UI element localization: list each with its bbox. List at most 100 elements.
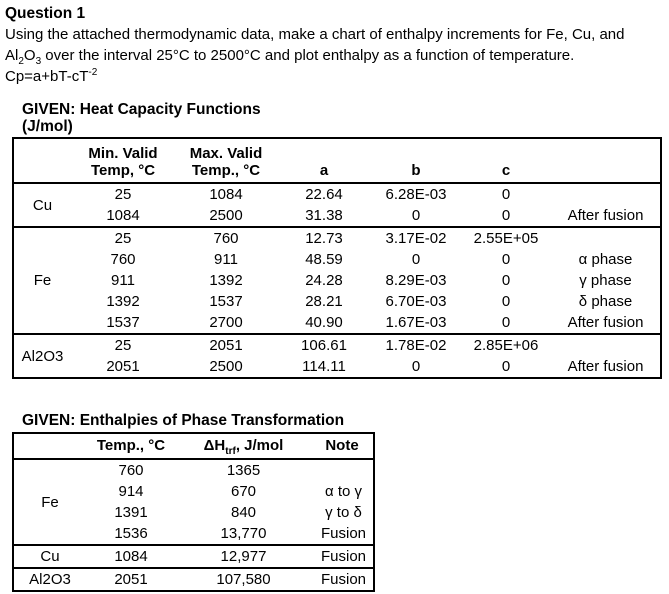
pt-header-temp: Temp., °C (96, 436, 166, 454)
hc-header-max-line1: Max. Valid (189, 145, 263, 162)
pt-cell-note: Fusion (320, 548, 367, 565)
hc-header-material (13, 138, 71, 183)
pt-cell-temp: 2051 (114, 571, 148, 588)
cp-formula-base: Cp=a+bT-cT (5, 68, 89, 85)
table-row: Al2O3 2051 107,580 Fusion (13, 568, 374, 591)
hc-cell-max: 760 (213, 230, 239, 247)
pt-header-dh-post: , J/mol (235, 436, 284, 454)
pt-cell-note (311, 459, 374, 481)
table-row: Fe 25 760 12.73 3.17E-02 2.55E+05 (13, 227, 661, 289)
pt-cell-note: Fusion (320, 571, 367, 588)
table-row: Al2O3 25 2051 106.61 1.78E-02 2.85E+06 (13, 334, 661, 365)
pt-cell-dh: 670 (230, 483, 257, 500)
pt-cell-dh: 12,977 (220, 548, 267, 565)
hc-cell-note: After fusion (567, 207, 644, 224)
hc-cell-note (551, 227, 661, 249)
hc-material-label: Cu (32, 196, 53, 214)
hc-group-fe: Fe 25 760 12.73 3.17E-02 2.55E+05 760 91… (13, 227, 661, 334)
hc-cell-b: 0 (411, 251, 421, 268)
pt-cell-note: Fusion (320, 525, 367, 542)
hc-cell-a: 114.11 (302, 358, 346, 375)
hc-cell-a: 28.21 (305, 293, 343, 310)
pt-cell-dh: 107,580 (216, 571, 271, 588)
hc-cell-min: 911 (111, 272, 135, 289)
table-row: 2051 2500 114.11 0 0 After fusion (13, 356, 661, 378)
pt-header-note: Note (325, 436, 359, 454)
cp-formula: Cp=a+bT-cT-2 (5, 66, 669, 87)
question-line-2: Al2O3 over the interval 25°C to 2500°C a… (5, 45, 669, 67)
pt-cell-note: α to γ (324, 483, 363, 500)
hc-cell-min: 25 (114, 186, 132, 203)
hc-cell-min: 1537 (106, 314, 140, 331)
heat-capacity-heading-line2: (J/mol) (22, 118, 73, 135)
pt-cell-temp: 1084 (114, 548, 148, 565)
hc-cell-c: 0 (501, 272, 511, 289)
hc-cell-max: 1084 (209, 186, 243, 203)
pt-header-material (13, 433, 86, 459)
phase-transformation-heading: GIVEN: Enthalpies of Phase Transformatio… (22, 412, 345, 429)
hc-cell-b: 1.67E-03 (385, 314, 447, 331)
hc-cell-a: 22.64 (305, 186, 343, 203)
heat-capacity-table-header: Min. Valid Temp, °C Max. Valid Temp., °C… (13, 138, 661, 183)
hc-cell-max: 2500 (209, 358, 243, 375)
hc-cell-min: 1392 (106, 293, 140, 310)
table-row: 914 670 α to γ (13, 481, 374, 502)
formula-al2o3-sub3: 3 (35, 56, 42, 67)
hc-header-min-line1: Min. Valid (88, 145, 158, 162)
pt-cell-note: γ to δ (325, 504, 362, 521)
hc-cell-note: After fusion (567, 358, 644, 375)
hc-cell-c: 2.55E+05 (473, 230, 539, 247)
table-row: Cu 1084 12,977 Fusion (13, 545, 374, 568)
hc-cell-c: 0 (501, 358, 511, 375)
hc-cell-max: 1392 (209, 272, 243, 289)
pt-cell-temp: 914 (118, 483, 144, 500)
pt-material-label: Fe (41, 493, 59, 511)
pt-group-al2o3: Al2O3 2051 107,580 Fusion (13, 568, 374, 591)
cp-formula-exponent: -2 (88, 67, 98, 78)
table-row: 1392 1537 28.21 6.70E-03 0 δ phase (13, 291, 661, 312)
hc-cell-b: 8.29E-03 (385, 272, 447, 289)
question-title: Question 1 (5, 5, 86, 22)
hc-group-al2o3: Al2O3 25 2051 106.61 1.78E-02 2.85E+06 2… (13, 334, 661, 378)
pt-cell-temp: 1391 (114, 504, 148, 521)
table-row: 760 911 48.59 0 0 α phase (13, 249, 661, 270)
hc-cell-c: 0 (501, 251, 511, 268)
table-row: Fe 760 1365 (13, 459, 374, 511)
hc-cell-b: 1.78E-02 (385, 337, 447, 354)
hc-cell-a: 106.61 (301, 337, 347, 354)
hc-cell-b: 3.17E-02 (385, 230, 447, 247)
hc-cell-max: 1537 (209, 293, 243, 310)
hc-cell-min: 760 (110, 251, 136, 268)
hc-header-max-temp: Max. Valid Temp., °C (175, 138, 277, 183)
hc-cell-min: 2051 (106, 358, 140, 375)
hc-cell-c: 0 (501, 207, 511, 224)
pt-header-enthalpy: ΔHtrf, J/mol (176, 433, 311, 459)
phase-transformation-table: Temp., °C ΔHtrf, J/mol Note Fe 760 1365 … (12, 432, 375, 592)
hc-material-label: Al2O3 (21, 347, 64, 365)
hc-cell-b: 0 (411, 358, 421, 375)
heat-capacity-heading: GIVEN: Heat Capacity Functions (J/mol) (22, 101, 669, 135)
pt-group-fe: Fe 760 1365 914 670 α to γ 1391 840 γ to… (13, 459, 374, 545)
table-row: 1391 840 γ to δ (13, 502, 374, 523)
hc-header-c: c (501, 162, 511, 179)
pt-group-cu: Cu 1084 12,977 Fusion (13, 545, 374, 568)
hc-cell-b: 6.70E-03 (385, 293, 447, 310)
pt-material-label: Cu (40, 548, 60, 565)
hc-cell-a: 12.73 (305, 230, 343, 247)
hc-header-b: b (411, 162, 421, 179)
hc-header-max-line2: Temp., °C (191, 162, 261, 179)
table-row: 911 1392 24.28 8.29E-03 0 γ phase (13, 270, 661, 291)
heat-capacity-table: Min. Valid Temp, °C Max. Valid Temp., °C… (12, 137, 662, 379)
hc-cell-b: 0 (411, 207, 421, 224)
pt-cell-dh: 840 (230, 504, 257, 521)
hc-cell-note: δ phase (578, 293, 633, 310)
hc-cell-a: 48.59 (305, 251, 343, 268)
pt-header-dh-sub: trf (225, 445, 236, 457)
table-row: 1536 13,770 Fusion (13, 523, 374, 545)
hc-cell-b: 6.28E-03 (385, 186, 447, 203)
hc-header-a: a (319, 162, 329, 179)
pt-cell-temp: 1536 (114, 525, 148, 542)
hc-cell-note: After fusion (567, 314, 644, 331)
hc-cell-c: 0 (501, 186, 511, 203)
